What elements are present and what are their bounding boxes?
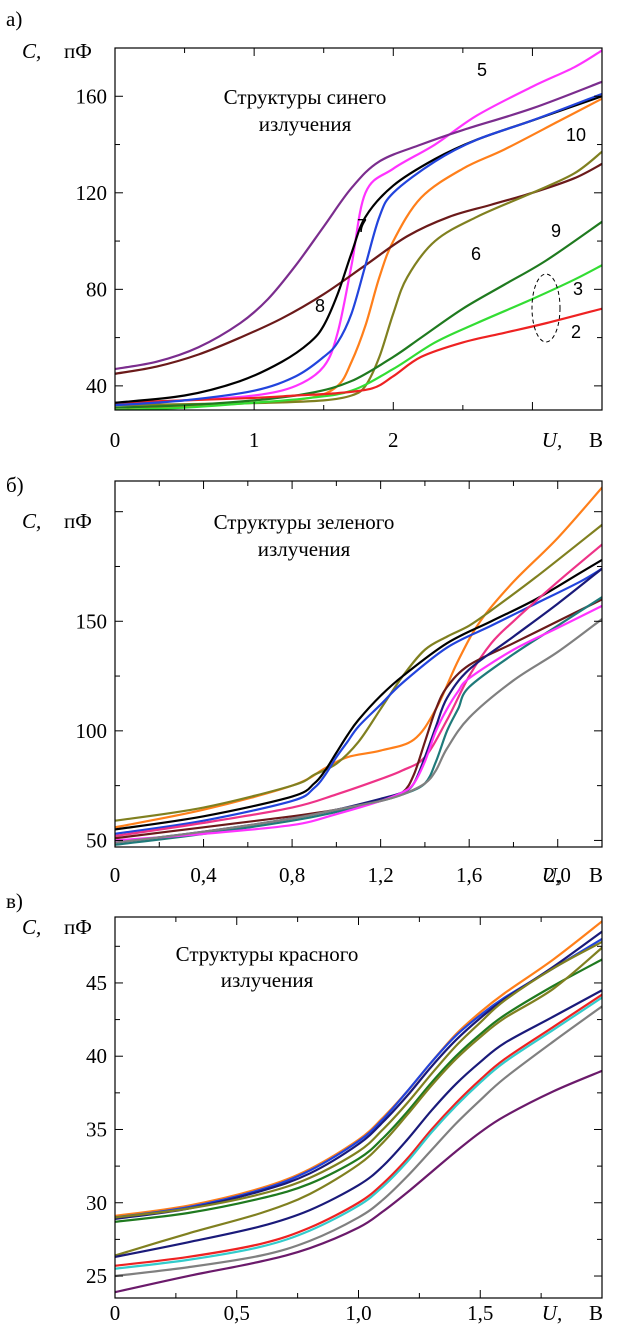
series-line-6	[115, 598, 602, 840]
y-axis-unit: пФ	[64, 39, 92, 63]
series-group	[115, 920, 602, 1294]
series-line-11	[115, 1069, 602, 1294]
y-tick-label: 45	[86, 971, 107, 995]
y-tick-label: 80	[86, 277, 107, 301]
series-line-1	[115, 486, 602, 829]
x-axis-unit: В	[589, 1301, 603, 1325]
annotation-line: Структуры красного	[176, 942, 359, 966]
series-line-9	[115, 220, 602, 409]
series-line-2	[115, 307, 602, 404]
y-tick-label: 40	[86, 374, 107, 398]
x-tick-label: 0,4	[190, 863, 217, 887]
curve-label-7: 7	[357, 216, 367, 236]
x-tick-label: 0,5	[224, 1301, 250, 1325]
curve-label-2: 2	[571, 322, 581, 342]
series-line-5	[115, 958, 602, 1223]
y-tick-label: 120	[76, 181, 108, 205]
y-axis-symbol: C,	[22, 509, 41, 533]
y-tick-label: 150	[76, 609, 108, 633]
series-line-7	[115, 80, 602, 371]
series-line-4	[115, 567, 602, 835]
series-line-6	[115, 150, 602, 407]
x-tick-label: 2,0	[545, 863, 571, 887]
x-tick-label: 0	[110, 863, 121, 887]
y-axis-symbol: C,	[22, 915, 41, 939]
x-tick-label: 1,2	[368, 863, 394, 887]
series-line-6	[115, 946, 602, 1257]
series-line-5	[115, 543, 602, 838]
annotation-line: излучения	[258, 537, 351, 561]
chart-panel-1: 0 1 2 U, В 40 80 120 160 а)C, пФ Структуры синего из…	[6, 7, 603, 452]
annotation-line: Структуры синего	[224, 85, 387, 109]
x-tick-label: 0	[110, 428, 121, 452]
series-line-7	[115, 989, 602, 1259]
y-tick-label: 40	[86, 1044, 107, 1068]
curve-label-8: 8	[315, 296, 325, 316]
y-axis-unit: пФ	[64, 915, 92, 939]
panel-label: в)	[6, 889, 23, 913]
series-line-10	[115, 1005, 602, 1278]
y-tick-label: 35	[86, 1117, 107, 1141]
series-line-8	[115, 993, 602, 1267]
panel-label: а)	[6, 7, 22, 31]
panel-label: б)	[6, 473, 24, 497]
curve-label-3: 3	[573, 279, 583, 299]
series-group	[115, 486, 602, 846]
x-tick-label: 1,6	[456, 863, 482, 887]
chart-panel-2: 0 0,4 0,8 1,2 1,6 2,0U, В 50 100 150 б) C, пФ Структу…	[6, 473, 603, 887]
annotation-line: излучения	[221, 968, 314, 992]
curve-label-10: 10	[566, 125, 586, 145]
series-line-10	[115, 97, 602, 409]
x-axis-symbol: U,	[542, 863, 562, 887]
series-line-3	[115, 264, 602, 410]
y-tick-label: 25	[86, 1264, 107, 1288]
series-line-7	[115, 567, 602, 844]
y-tick-label: 50	[86, 828, 107, 852]
series-line-2	[115, 523, 602, 822]
series-line-9	[115, 604, 602, 842]
x-tick-label: 1	[249, 428, 260, 452]
chart-panel-3: 0 0,5 1,0 1,5 U, В 25 30 35 40 45 в)C, пФ Структуры к…	[6, 889, 603, 1325]
curve-label-9: 9	[551, 221, 561, 241]
y-tick-label: 160	[76, 84, 108, 108]
y-tick-label: 30	[86, 1191, 107, 1215]
series-line-10	[115, 617, 602, 844]
plot-frame	[114, 480, 603, 848]
x-tick-label: 1,0	[345, 1301, 371, 1325]
series-line-9	[115, 996, 602, 1270]
x-tick-label: 1,5	[467, 1301, 493, 1325]
y-axis-unit: пФ	[64, 509, 92, 533]
x-axis-unit: В	[589, 863, 603, 887]
x-tick-label: 0,8	[279, 863, 305, 887]
curve-label-6: 6	[471, 244, 481, 264]
x-axis-symbol: U,	[542, 1301, 562, 1325]
series-line-9	[115, 95, 602, 404]
series-line-4	[115, 940, 602, 1219]
series-line-3	[115, 930, 602, 1220]
y-tick-label: 100	[76, 719, 108, 743]
group-ellipse	[531, 273, 561, 343]
series-line-2	[115, 937, 602, 1219]
annotation-line: Структуры зеленого	[214, 510, 395, 534]
plot-frame	[114, 916, 603, 1299]
series-line-3	[115, 558, 602, 831]
x-tick-label: 0	[110, 1301, 121, 1325]
y-axis-symbol: C,	[22, 39, 41, 63]
x-axis-unit: В	[589, 428, 603, 452]
x-axis-symbol: U,	[542, 428, 562, 452]
plot-frame	[114, 47, 603, 411]
series-line-10	[115, 92, 602, 407]
annotation-line: излучения	[259, 112, 352, 136]
curve-label-5: 5	[477, 60, 487, 80]
x-tick-label: 2	[388, 428, 399, 452]
